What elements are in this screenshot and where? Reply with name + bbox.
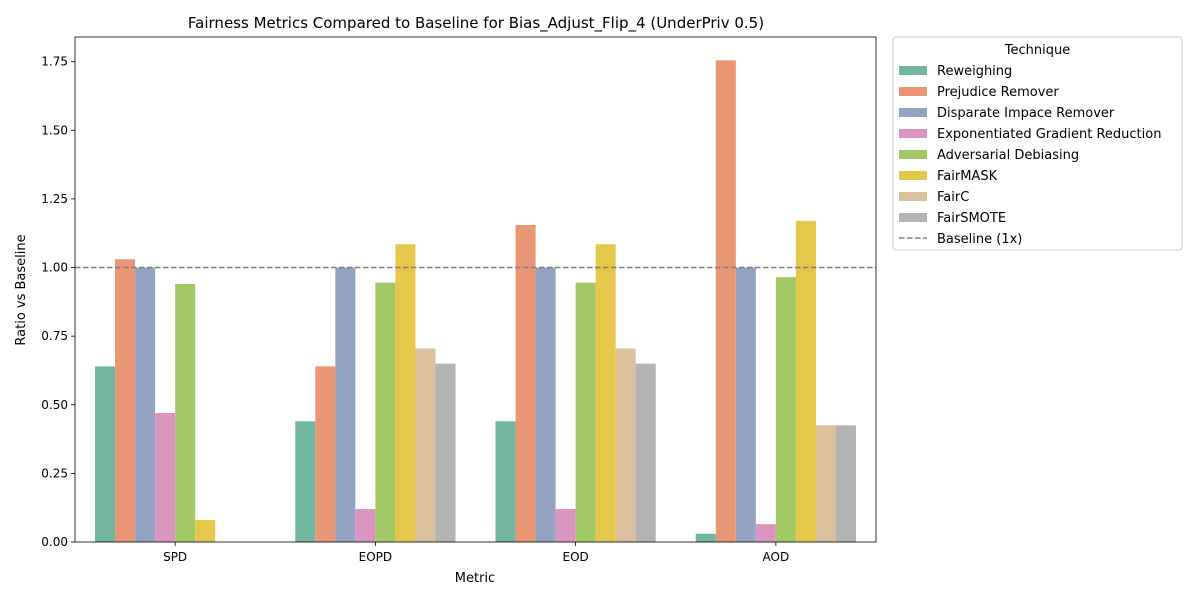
legend-label: Disparate Impace Remover	[937, 106, 1115, 121]
bar-adversarial-debiasing-aod	[775, 277, 796, 542]
chart-title: Fairness Metrics Compared to Baseline fo…	[188, 14, 764, 33]
bar-fairc-aod	[815, 425, 836, 542]
y-tick-label: 0.50	[41, 398, 68, 412]
legend-swatch	[899, 171, 927, 180]
legend-swatch	[899, 66, 927, 75]
legend-label: FairSMOTE	[937, 211, 1006, 226]
bar-adversarial-debiasing-eod	[575, 282, 596, 542]
legend-label: Adversarial Debiasing	[937, 148, 1079, 163]
bar-fairc-eopd	[415, 348, 436, 542]
y-tick-label: 0.25	[41, 466, 68, 480]
y-tick-label: 0.75	[41, 329, 68, 343]
legend-label: FairC	[937, 190, 969, 205]
x-tick-label: SPD	[163, 550, 187, 564]
bar-exponentiated-gradient-reduction-eopd	[355, 509, 376, 542]
bar-exponentiated-gradient-reduction-aod	[755, 524, 776, 542]
legend-title: Technique	[1004, 43, 1070, 58]
bar-prejudice-remover-spd	[115, 259, 136, 542]
bar-prejudice-remover-aod	[715, 60, 736, 542]
y-tick-label: 0.00	[41, 535, 68, 549]
y-tick-label: 1.00	[41, 261, 68, 275]
legend-swatch	[899, 213, 927, 222]
bar-fairmask-eod	[595, 244, 616, 542]
bar-exponentiated-gradient-reduction-eod	[555, 509, 576, 542]
x-tick-label: EOPD	[359, 550, 393, 564]
bar-disparate-impace-remover-spd	[135, 267, 156, 542]
bar-fairsmote-aod	[835, 425, 856, 542]
bar-reweighing-eod	[495, 421, 516, 542]
x-tick-label: EOD	[562, 550, 588, 564]
bar-reweighing-aod	[695, 533, 716, 542]
legend-label: Reweighing	[937, 64, 1012, 79]
legend-label: Exponentiated Gradient Reduction	[937, 127, 1161, 142]
bar-fairmask-spd	[195, 520, 216, 542]
bar-fairmask-eopd	[395, 244, 416, 542]
y-tick-label: 1.25	[41, 192, 68, 206]
x-tick-label: AOD	[763, 550, 790, 564]
legend-swatch	[899, 192, 927, 201]
bar-prejudice-remover-eod	[515, 225, 536, 542]
bar-reweighing-eopd	[295, 421, 316, 542]
legend-swatch	[899, 129, 927, 138]
legend-swatch	[899, 87, 927, 96]
bar-adversarial-debiasing-eopd	[375, 282, 396, 542]
bar-disparate-impace-remover-eod	[535, 267, 556, 542]
axes-layer: 0.00 0.25 0.50 0.75 1.00 1.25 1.50 1.75 SPD EOPD E…	[41, 36, 877, 564]
legend: Technique Reweighing Prejudice Remover Disp…	[892, 36, 1183, 251]
bar-disparate-impace-remover-eopd	[335, 267, 356, 542]
bar-fairc-eod	[615, 348, 636, 542]
bar-reweighing-spd	[95, 366, 116, 542]
legend-label: Baseline (1x)	[937, 232, 1022, 247]
bar-adversarial-debiasing-spd	[175, 284, 196, 542]
bar-disparate-impace-remover-aod	[735, 267, 756, 542]
legend-label: FairMASK	[937, 169, 998, 184]
bar-exponentiated-gradient-reduction-spd	[155, 413, 176, 542]
legend-label: Prejudice Remover	[937, 85, 1059, 100]
legend-frame	[892, 36, 1183, 251]
y-tick-label: 1.75	[41, 55, 68, 69]
y-axis-label: Ratio vs Baseline	[14, 234, 29, 345]
y-tick-label: 1.50	[41, 123, 68, 137]
bar-fairsmote-eopd	[435, 363, 456, 542]
bar-fairmask-aod	[795, 220, 816, 542]
legend-swatch	[899, 108, 927, 117]
bar-fairsmote-eod	[635, 363, 656, 542]
plot-frame	[74, 36, 877, 543]
bars-layer	[95, 60, 856, 542]
legend-swatch	[899, 150, 927, 159]
x-axis-label: Metric	[455, 571, 495, 586]
bar-prejudice-remover-eopd	[315, 366, 336, 542]
